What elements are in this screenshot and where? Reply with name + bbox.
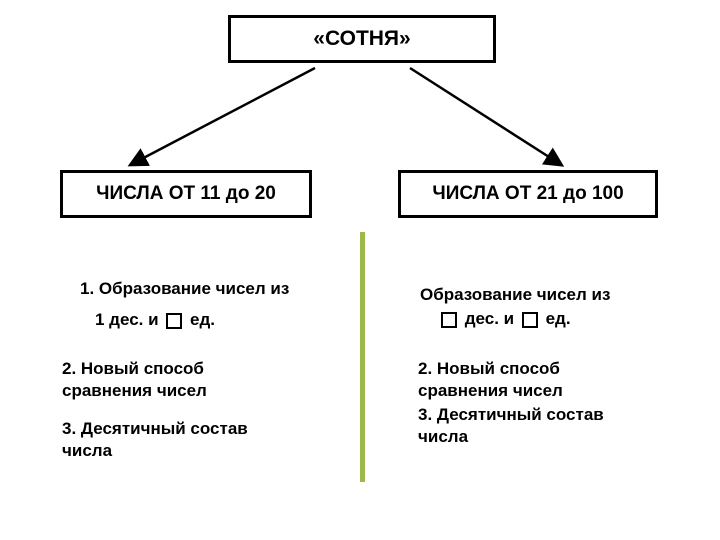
left-item-3: 3. Десятичный состав числа: [62, 418, 302, 462]
right-line2a: дес. и: [465, 309, 514, 328]
left-item-2: 2. Новый способ сравнения чисел: [62, 358, 282, 402]
child-right-label: ЧИСЛА ОТ 21 до 100: [432, 183, 623, 205]
root-label: «СОТНЯ»: [313, 27, 410, 51]
right-item-3: 3. Десятичный состав числа: [418, 404, 658, 448]
arrow-left: [132, 68, 315, 164]
checkbox-icon: [522, 312, 538, 328]
child-left-label: ЧИСЛА ОТ 11 до 20: [96, 183, 276, 205]
arrow-right: [410, 68, 560, 164]
left-item-1b: 1 дес. и ед.: [95, 309, 215, 331]
right-item-1b: дес. и ед.: [438, 308, 571, 330]
right-line2b: ед.: [546, 309, 571, 328]
left-line2a: 1 дес. и: [95, 310, 159, 329]
left-line4: 3. Десятичный состав числа: [62, 419, 248, 460]
child-box-left: ЧИСЛА ОТ 11 до 20: [60, 170, 312, 218]
right-item-2: 2. Новый способ сравнения чисел: [418, 358, 638, 402]
right-line1: Образование чисел из: [420, 285, 610, 304]
checkbox-icon: [166, 313, 182, 329]
left-line2b: ед.: [190, 310, 215, 329]
child-box-right: ЧИСЛА ОТ 21 до 100: [398, 170, 658, 218]
right-item-1: Образование чисел из: [420, 284, 610, 306]
left-item-1: 1. Образование чисел из: [80, 278, 289, 300]
divider-line: [360, 232, 365, 482]
right-line4: 3. Десятичный состав числа: [418, 405, 604, 446]
checkbox-icon: [441, 312, 457, 328]
left-line3: 2. Новый способ сравнения чисел: [62, 359, 207, 400]
left-line1: 1. Образование чисел из: [80, 279, 289, 298]
right-line3: 2. Новый способ сравнения чисел: [418, 359, 563, 400]
root-box: «СОТНЯ»: [228, 15, 496, 63]
